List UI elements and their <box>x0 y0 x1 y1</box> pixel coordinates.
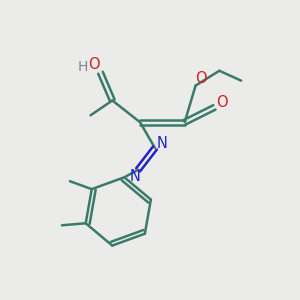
Text: O: O <box>217 95 228 110</box>
Text: H: H <box>77 60 88 74</box>
Text: N: N <box>130 169 141 184</box>
Text: O: O <box>88 57 99 72</box>
Text: O: O <box>195 71 206 86</box>
Text: N: N <box>157 136 167 151</box>
